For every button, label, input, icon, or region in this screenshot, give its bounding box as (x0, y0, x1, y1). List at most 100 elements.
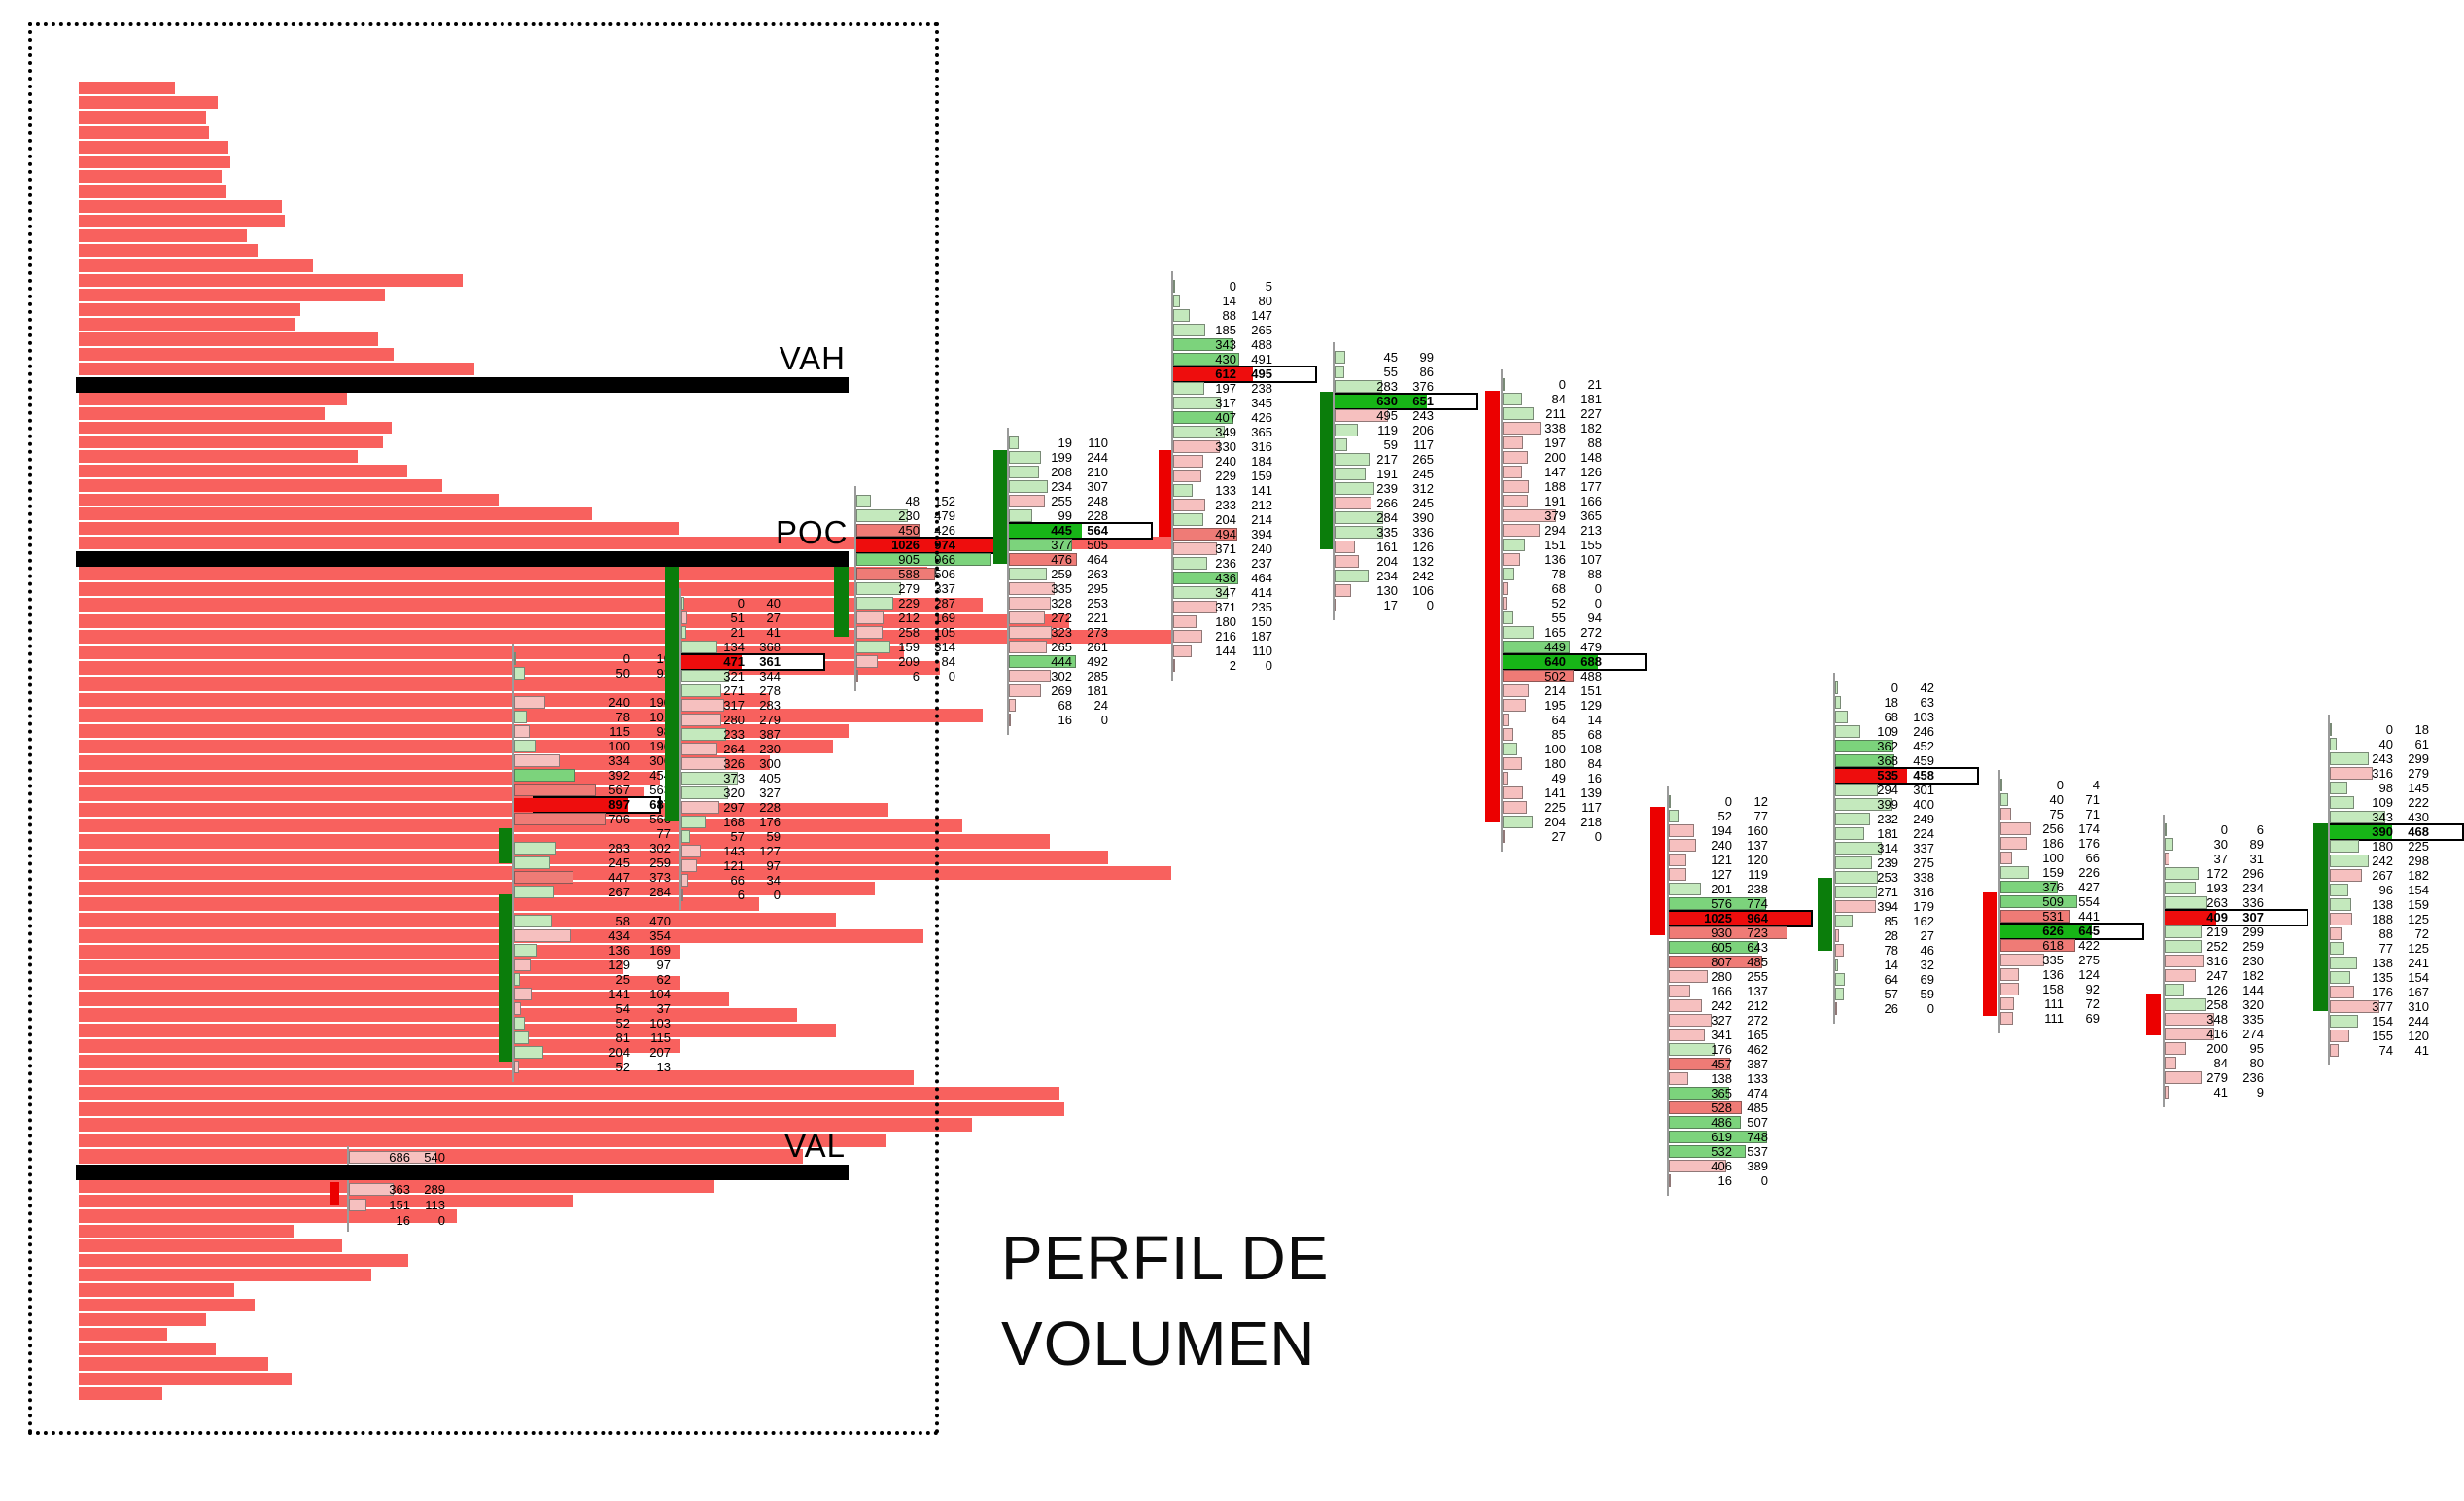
ask-volume: 95 (2249, 1041, 2264, 1056)
ask-volume: 464 (1251, 571, 1272, 585)
bid-dominant-bar (514, 784, 596, 796)
bid-dominant-bar (856, 655, 878, 668)
bid-dominant-bar (1503, 509, 1556, 522)
bid-volume: 252 (2206, 939, 2228, 954)
bid-dominant-bar (681, 801, 719, 814)
bid-volume: 266 (1376, 496, 1398, 510)
value-area-bar (499, 828, 513, 863)
profile-anchor-line (1007, 428, 1009, 735)
bid-volume: 49 (1551, 771, 1566, 785)
poc-row-fill (2000, 924, 2092, 938)
ask-volume: 167 (2408, 985, 2429, 999)
ask-volume: 492 (1087, 654, 1108, 669)
bid-volume: 17 (1383, 598, 1398, 612)
bid-volume: 476 (1051, 552, 1072, 567)
ask-volume: 88 (1587, 567, 1602, 581)
bid-dominant-bar (1009, 626, 1052, 639)
ask-dominant-bar (2330, 942, 2344, 955)
bid-volume: 486 (1711, 1115, 1732, 1130)
composite-volume-bar (79, 567, 927, 581)
ask-volume: 182 (2242, 968, 2264, 983)
ask-volume: 210 (1087, 465, 1108, 479)
composite-volume-bar (79, 111, 206, 124)
ask-dominant-bar (1009, 655, 1076, 668)
ask-volume: 373 (649, 870, 671, 885)
composite-volume-bar (79, 1357, 268, 1371)
bid-volume: 230 (898, 508, 920, 523)
ask-volume: 42 (1920, 681, 1934, 695)
bid-dominant-bar (1669, 824, 1694, 837)
ask-volume: 228 (1087, 508, 1108, 523)
ask-volume: 206 (1412, 423, 1434, 437)
bid-volume: 180 (2372, 839, 2393, 854)
ask-volume: 361 (759, 654, 781, 669)
bid-volume: 155 (2372, 1029, 2393, 1043)
bid-dominant-bar (1503, 801, 1527, 814)
ask-dominant-bar (1835, 754, 1894, 767)
bid-dominant-bar (1009, 641, 1047, 653)
bid-volume: 233 (723, 727, 745, 742)
bid-volume: 897 (608, 797, 630, 812)
ask-volume: 651 (1412, 394, 1434, 408)
ask-dominant-bar (514, 769, 575, 782)
composite-volume-bar (79, 522, 679, 535)
bid-volume: 267 (2372, 868, 2393, 883)
ask-dominant-bar (2330, 898, 2351, 911)
bid-volume: 201 (1711, 882, 1732, 896)
bid-dominant-bar (1503, 757, 1522, 770)
ask-volume: 0 (948, 669, 955, 683)
ask-volume: 213 (1580, 523, 1602, 538)
bid-volume: 445 (1051, 523, 1072, 538)
profile-anchor-line (1667, 786, 1669, 1196)
bid-volume: 316 (2372, 766, 2393, 781)
ask-volume: 226 (2078, 865, 2100, 880)
ask-volume: 246 (1913, 724, 1934, 739)
bid-volume: 434 (608, 928, 630, 943)
ask-volume: 107 (1580, 552, 1602, 567)
ask-volume: 69 (2085, 1011, 2100, 1026)
bid-volume: 240 (608, 695, 630, 710)
bid-volume: 232 (1877, 812, 1898, 826)
bid-volume: 407 (1215, 410, 1236, 425)
ask-volume: 687 (649, 797, 671, 812)
ask-volume: 101 (649, 710, 671, 724)
value-area-bar (2313, 823, 2328, 1011)
value-area-bar (499, 894, 513, 1062)
bid-volume: 181 (1877, 826, 1898, 841)
ask-volume: 643 (1747, 940, 1768, 955)
ask-dominant-bar (514, 915, 552, 927)
bid-dominant-bar (514, 959, 531, 971)
bid-volume: 242 (1711, 998, 1732, 1013)
bid-volume: 280 (1711, 969, 1732, 984)
bid-volume: 399 (1877, 797, 1898, 812)
ask-volume: 32 (1920, 958, 1934, 972)
ask-volume: 302 (649, 841, 671, 855)
composite-volume-bar (79, 332, 378, 346)
ask-volume: 299 (2242, 925, 2264, 939)
ask-volume: 169 (649, 943, 671, 958)
bid-dominant-bar (1173, 499, 1205, 511)
ask-dominant-bar (1669, 1087, 1729, 1100)
bid-volume: 234 (1376, 569, 1398, 583)
bid-volume: 619 (1711, 1130, 1732, 1144)
bid-volume: 341 (1711, 1028, 1732, 1042)
bid-volume: 176 (2372, 985, 2393, 999)
ask-volume: 0 (1926, 1001, 1934, 1016)
ask-dominant-bar (1835, 827, 1864, 840)
ask-volume: 488 (1251, 337, 1272, 352)
bid-dominant-bar (856, 568, 935, 580)
ask-dominant-bar (1173, 338, 1233, 351)
ask-volume: 117 (1581, 800, 1602, 815)
ask-volume: 563 (649, 783, 671, 797)
bid-volume: 40 (2378, 737, 2393, 751)
bid-volume: 28 (1884, 928, 1898, 943)
ask-dominant-bar (1009, 568, 1047, 580)
ask-volume: 103 (649, 1016, 671, 1030)
bid-volume: 229 (898, 596, 920, 611)
ask-dominant-bar (1835, 711, 1848, 723)
ask-volume: 69 (1920, 972, 1934, 987)
bid-volume: 605 (1711, 940, 1732, 955)
ask-dominant-bar (1173, 586, 1228, 599)
ask-volume: 72 (2414, 926, 2429, 941)
